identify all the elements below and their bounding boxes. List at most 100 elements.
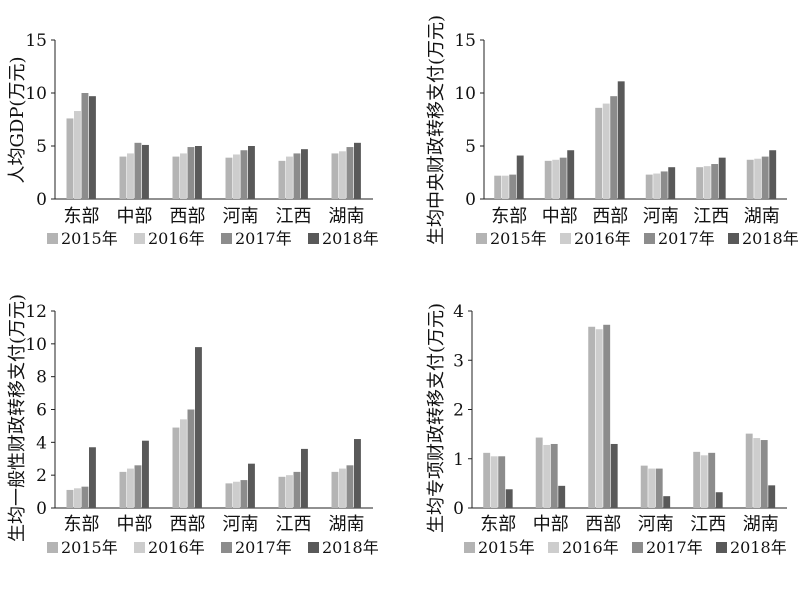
bar — [354, 439, 361, 508]
legend-swatch — [632, 542, 643, 553]
bar — [81, 486, 89, 508]
bar — [558, 485, 566, 508]
bar — [653, 173, 661, 199]
bar — [617, 81, 625, 199]
bar — [711, 164, 719, 199]
bar — [339, 151, 346, 199]
y-tick-label: 0 — [453, 499, 464, 519]
bar — [240, 150, 248, 199]
legend-label: 2015年 — [61, 538, 118, 557]
x-tick-label: 湖南 — [329, 206, 365, 227]
bar — [610, 443, 618, 508]
bar — [505, 489, 513, 508]
bar — [278, 476, 286, 508]
bar — [663, 496, 671, 508]
legend-label: 2017年 — [646, 538, 703, 557]
bar — [195, 347, 202, 508]
legend-swatch — [716, 542, 727, 553]
bar — [187, 147, 195, 199]
legend-label: 2017年 — [235, 538, 292, 557]
bar — [640, 465, 648, 508]
bar — [286, 475, 293, 508]
y-tick-label: 3 — [453, 351, 464, 371]
y-tick-label: 1 — [453, 450, 464, 470]
x-tick-label: 东部 — [480, 514, 516, 535]
bar — [760, 440, 768, 508]
legend-swatch — [308, 233, 319, 244]
bar — [142, 440, 149, 508]
bar — [339, 468, 346, 508]
y-tick-label: 10 — [25, 335, 47, 355]
bar — [301, 448, 308, 508]
bar — [127, 468, 134, 508]
legend-label: 2018年 — [742, 229, 799, 248]
y-axis-title: 生均一般性财政转移支付(万元) — [7, 294, 28, 542]
legend-swatch — [134, 542, 145, 553]
x-tick-label: 河南 — [223, 206, 259, 227]
bar — [483, 452, 491, 508]
bar — [668, 167, 676, 199]
bar — [769, 150, 777, 199]
legend-swatch — [476, 233, 487, 244]
x-tick-label: 西部 — [592, 206, 628, 227]
bar — [180, 153, 187, 199]
x-tick-label: 湖南 — [329, 514, 365, 535]
y-tick-label: 4 — [36, 433, 47, 453]
legend-label: 2015年 — [478, 538, 535, 557]
x-tick-label: 西部 — [170, 514, 206, 535]
bar — [119, 156, 127, 199]
legend-label: 2016年 — [574, 229, 631, 248]
x-tick-label: 中部 — [533, 514, 569, 535]
y-axis-title: 生均专项财政转移支付(万元) — [426, 303, 447, 533]
bar — [648, 468, 656, 508]
bar — [346, 465, 354, 508]
bar — [233, 481, 240, 508]
bar — [66, 118, 74, 199]
bar — [655, 468, 663, 508]
y-tick-label: 5 — [465, 137, 476, 157]
bar — [693, 451, 701, 508]
bar — [501, 175, 509, 199]
bar — [708, 452, 716, 508]
bar — [602, 103, 610, 199]
legend-swatch — [560, 233, 571, 244]
legend-label: 2016年 — [562, 538, 619, 557]
bar — [559, 157, 567, 199]
bar — [66, 489, 74, 508]
bar — [490, 456, 498, 508]
bar — [516, 155, 524, 199]
y-tick-label: 0 — [465, 190, 476, 210]
bar — [494, 175, 502, 199]
x-tick-label: 中部 — [117, 514, 153, 535]
bar — [746, 159, 754, 199]
bar — [509, 174, 517, 199]
bar — [74, 111, 81, 199]
y-tick-label: 4 — [453, 302, 464, 322]
bar — [331, 471, 339, 508]
y-tick-label: 8 — [36, 368, 47, 388]
bar — [180, 419, 187, 508]
bar — [172, 427, 180, 508]
bar — [354, 142, 361, 199]
bar — [278, 160, 286, 199]
bar — [595, 107, 603, 199]
x-tick-label: 江西 — [693, 206, 729, 227]
bar — [346, 147, 354, 199]
x-tick-label: 东部 — [64, 514, 100, 535]
bar — [768, 485, 776, 508]
bar — [610, 96, 618, 199]
y-tick-label: 12 — [25, 302, 47, 322]
bar — [233, 154, 240, 199]
legend-swatch — [221, 542, 232, 553]
bar — [248, 463, 255, 508]
x-tick-label: 湖南 — [743, 514, 779, 535]
y-axis-title: 生均中央财政转移支付(万元) — [426, 15, 447, 245]
bar — [715, 492, 723, 508]
bar — [81, 93, 89, 199]
y-tick-label: 0 — [36, 499, 47, 519]
bar — [89, 96, 96, 199]
x-tick-label: 西部 — [170, 206, 206, 227]
legend-label: 2017年 — [235, 229, 292, 248]
